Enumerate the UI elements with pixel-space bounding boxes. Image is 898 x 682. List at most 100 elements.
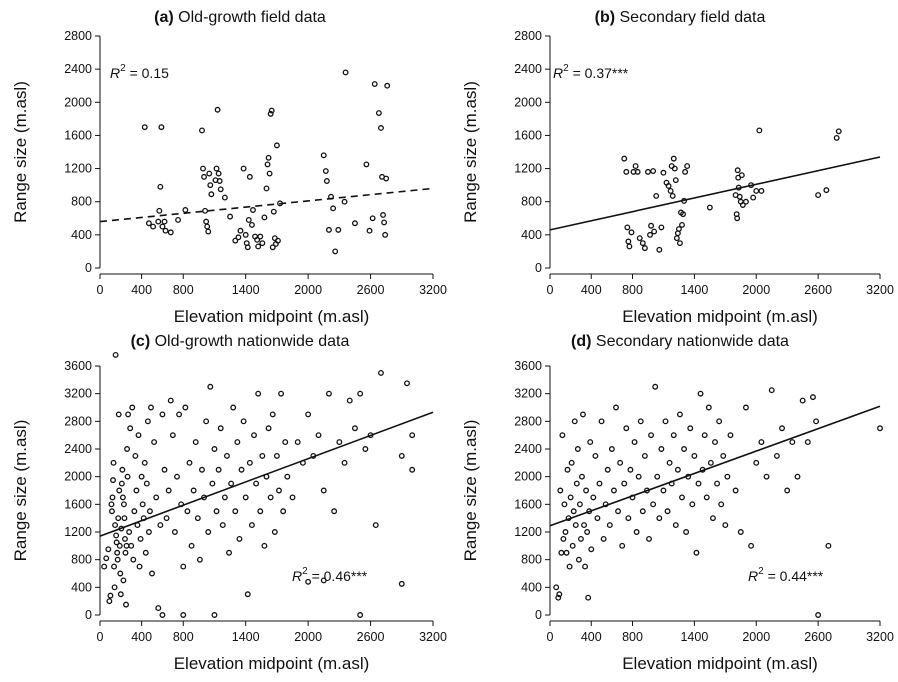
data-point xyxy=(695,480,702,487)
data-point xyxy=(823,187,830,194)
data-point xyxy=(815,612,822,618)
data-point xyxy=(237,227,244,234)
data-point xyxy=(207,182,214,189)
data-point xyxy=(209,480,216,487)
data-point xyxy=(756,127,763,134)
data-point xyxy=(137,535,144,542)
data-point xyxy=(264,161,271,168)
data-point xyxy=(158,124,165,131)
data-point xyxy=(558,549,565,556)
data-point xyxy=(625,515,632,522)
panel-letter: (c) xyxy=(131,333,151,350)
data-point xyxy=(156,207,163,214)
r-value: = 0.37*** xyxy=(569,65,629,81)
data-point xyxy=(199,127,205,134)
data-point xyxy=(115,515,122,522)
y-tick-label: 2000 xyxy=(64,95,92,109)
data-point xyxy=(141,459,148,466)
data-point xyxy=(658,224,665,231)
y-axis-label: Range size (m.asl) xyxy=(461,420,480,562)
data-point xyxy=(357,390,364,397)
data-point xyxy=(205,228,212,235)
data-point xyxy=(679,221,685,228)
data-point xyxy=(255,390,262,397)
data-point xyxy=(398,580,405,587)
data-point xyxy=(221,494,228,501)
data-point xyxy=(268,107,275,114)
data-point xyxy=(346,397,353,404)
y-tick-label: 3200 xyxy=(64,387,92,401)
data-point xyxy=(378,125,384,131)
data-point xyxy=(352,425,358,432)
y-tick-label: 800 xyxy=(521,553,542,567)
data-point xyxy=(205,529,212,535)
y-tick-label: 2400 xyxy=(514,442,542,456)
data-point xyxy=(169,432,176,439)
data-point xyxy=(203,418,210,425)
data-point xyxy=(217,186,224,193)
data-point xyxy=(174,473,180,480)
data-point xyxy=(219,522,226,529)
data-point xyxy=(576,501,583,508)
data-point xyxy=(641,245,648,252)
data-point xyxy=(138,473,145,480)
data-point xyxy=(574,446,581,452)
data-point xyxy=(750,194,757,201)
data-point xyxy=(167,397,174,404)
data-point xyxy=(835,128,842,135)
data-point xyxy=(697,390,704,397)
data-point xyxy=(123,542,130,549)
data-point xyxy=(341,459,348,466)
data-point xyxy=(126,529,133,535)
data-point xyxy=(705,404,712,411)
data-point xyxy=(120,577,127,584)
data-point xyxy=(112,522,119,529)
data-point xyxy=(604,466,611,473)
data-point xyxy=(116,487,123,494)
data-point xyxy=(149,570,155,577)
x-tick-label: 2600 xyxy=(804,283,832,297)
data-point xyxy=(676,240,683,247)
data-point xyxy=(380,212,386,218)
data-point xyxy=(367,432,374,439)
y-tick-label: 2800 xyxy=(514,29,542,43)
data-point xyxy=(714,480,721,487)
panel-title: (c) Old-growth nationwide data xyxy=(131,333,350,350)
data-point xyxy=(670,155,677,162)
data-point xyxy=(305,578,312,585)
data-point xyxy=(701,432,708,439)
data-point xyxy=(117,570,124,577)
data-point xyxy=(108,501,115,508)
data-point xyxy=(722,522,729,529)
data-point xyxy=(117,591,124,598)
data-point xyxy=(707,459,714,466)
data-point xyxy=(571,418,578,425)
data-point xyxy=(706,204,713,211)
data-point xyxy=(131,508,138,515)
data-point xyxy=(265,154,272,161)
x-tick-label: 400 xyxy=(131,283,152,297)
data-point xyxy=(564,466,571,473)
data-point xyxy=(267,494,274,501)
r-symbol: R xyxy=(553,65,563,81)
y-tick-label: 1200 xyxy=(64,162,92,176)
data-point xyxy=(720,452,727,459)
data-point xyxy=(325,226,332,233)
data-point xyxy=(681,197,688,204)
data-point xyxy=(200,165,206,172)
data-point xyxy=(228,480,235,487)
panel-title-text: Secondary nationwide data xyxy=(591,333,789,350)
data-point xyxy=(111,563,117,570)
x-tick-label: 400 xyxy=(131,630,152,644)
data-point xyxy=(118,525,125,532)
data-point xyxy=(236,535,243,542)
data-point xyxy=(284,473,291,480)
data-point xyxy=(188,542,195,549)
data-point xyxy=(621,480,628,487)
data-point xyxy=(727,432,734,439)
data-point xyxy=(583,487,590,494)
data-point xyxy=(779,425,785,432)
y-tick-label: 800 xyxy=(71,553,92,567)
data-point xyxy=(557,487,564,494)
data-point xyxy=(648,432,655,439)
